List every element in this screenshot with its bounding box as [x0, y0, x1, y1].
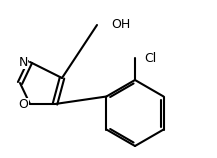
Text: N: N [18, 55, 28, 69]
Text: Cl: Cl [144, 52, 156, 64]
Text: O: O [18, 98, 28, 112]
Text: OH: OH [111, 18, 130, 30]
